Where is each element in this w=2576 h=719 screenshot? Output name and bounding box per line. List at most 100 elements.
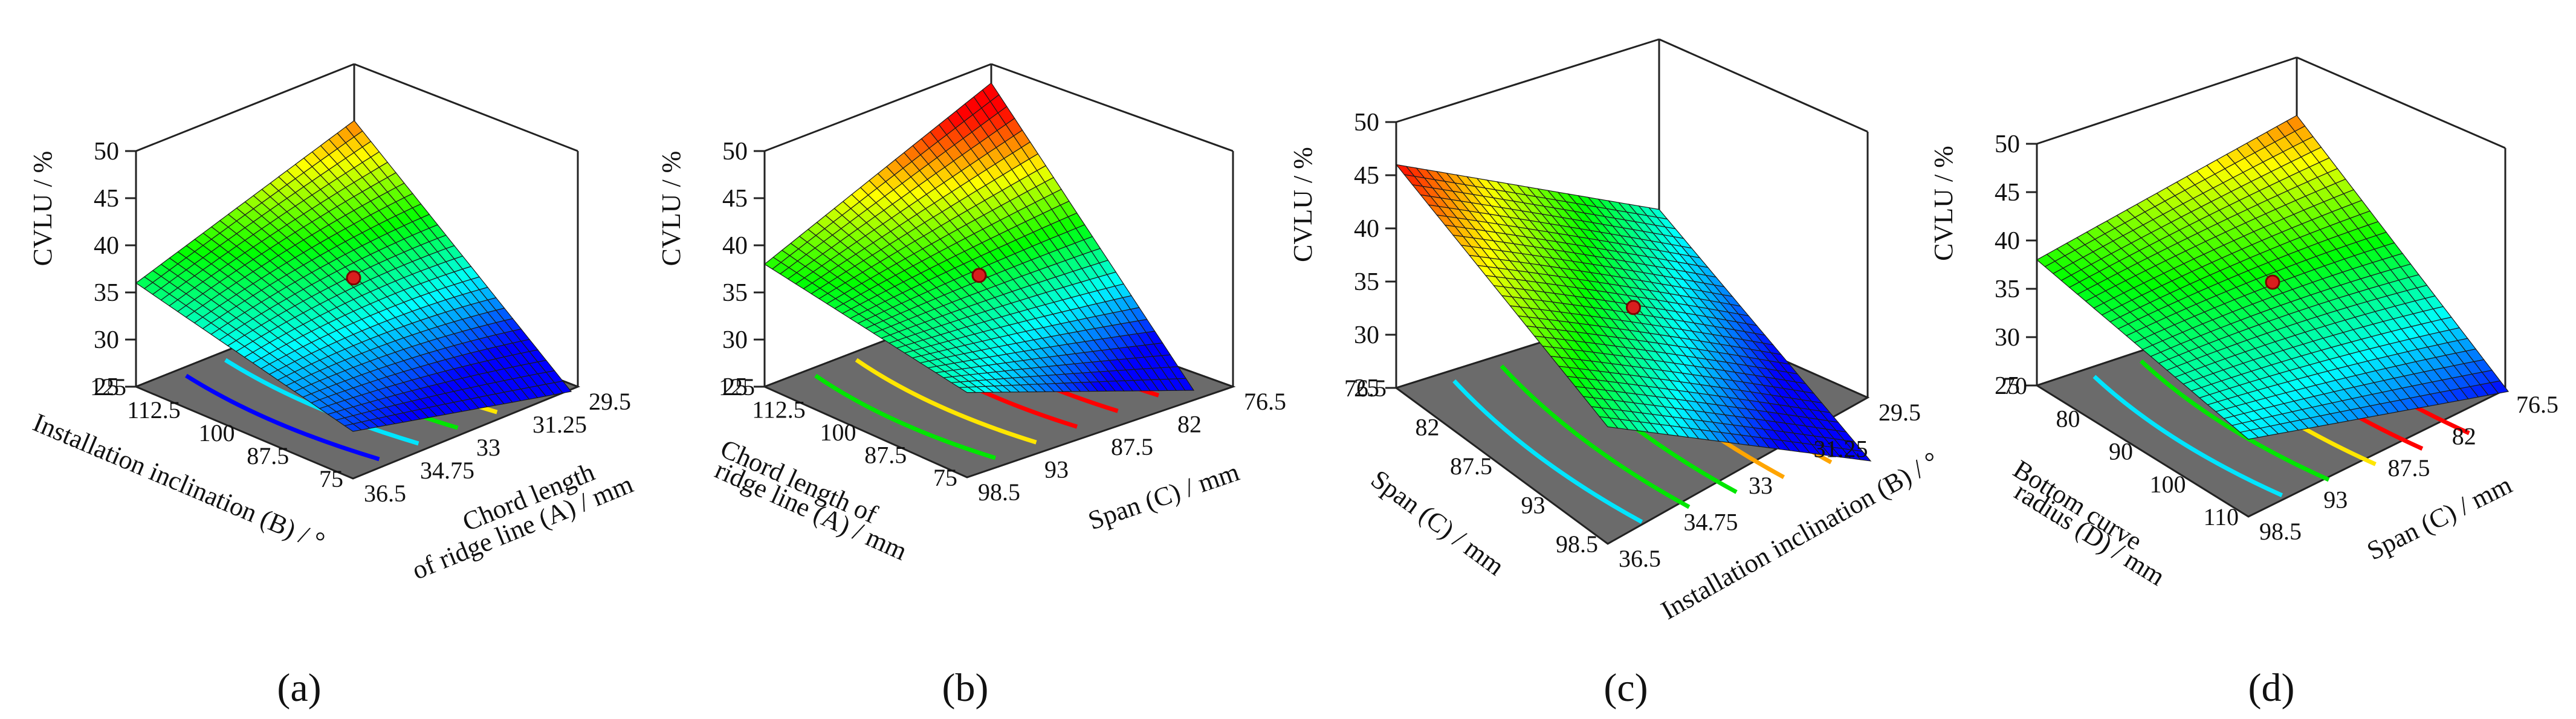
response-surface: [1395, 164, 1872, 462]
top-left-edge: [1396, 38, 1660, 123]
z-tick-label: 25: [1354, 375, 1379, 402]
y-tick-label: 36.5: [364, 480, 406, 507]
z-axis-ticks: 25 30 35 40 45 50: [722, 138, 765, 401]
top-right-edge: [2296, 56, 2506, 149]
z-tick-label: 45: [1354, 162, 1379, 190]
z-axis-ticks: 25 30 35 40 45 50: [94, 138, 136, 401]
x-tick-label: 87.5: [247, 442, 289, 469]
contour-line-cyan: [2092, 375, 2283, 498]
top-left-edge: [2036, 56, 2297, 145]
z-tick-label: 50: [722, 138, 748, 166]
x-tick-label: 70: [2003, 372, 2027, 399]
x-tick-label: 90: [2109, 438, 2133, 465]
y-tick-label: 76.5: [2516, 391, 2558, 418]
x-tick-label: 100: [820, 419, 856, 446]
contour-line-green: [814, 373, 997, 460]
x-tick-label: 112.5: [752, 396, 806, 424]
x-tick-label: 75: [319, 465, 343, 492]
x-tick-label: 110: [2203, 503, 2239, 530]
design-point-marker: [1626, 300, 1641, 315]
y-tick-label: 31.25: [1814, 436, 1868, 463]
z-tick-label: 50: [1995, 131, 2020, 158]
x-axis-ticks: 70 80 90 100 110: [2003, 372, 2239, 530]
z-tick-label: 45: [722, 185, 748, 213]
z-tick-label: 30: [1995, 324, 2020, 352]
x-tick-label: 87.5: [1450, 453, 1492, 480]
y-tick-label: 93: [1044, 456, 1069, 483]
y-tick-label: 33: [1749, 472, 1773, 499]
y-tick-label: 87.5: [2388, 454, 2430, 482]
x-tick-label: 125: [719, 373, 755, 401]
panel-caption: (b): [942, 666, 989, 710]
z-tick-label: 35: [94, 279, 119, 307]
y-tick-label: 34.75: [1684, 509, 1738, 536]
y-tick-label: 98.5: [978, 479, 1020, 506]
y-tick-label: 76.5: [1244, 388, 1286, 415]
y-axis-ticks: 98.5 93 87.5 82 76.5: [2259, 391, 2558, 545]
design-point-marker: [2265, 274, 2280, 290]
panel-caption: (a): [277, 666, 321, 710]
z-tick-label: 25: [1995, 372, 2020, 400]
z-axis-ticks: 25 30 35 40 45 50: [1995, 131, 2037, 400]
x-tick-label: 125: [90, 373, 126, 401]
z-tick-label: 40: [1354, 215, 1379, 243]
y-tick-label: 87.5: [1111, 433, 1153, 460]
z-tick-label: 50: [94, 138, 119, 166]
top-left-edge: [764, 63, 992, 152]
x-tick-label: 100: [199, 419, 235, 447]
x-tick-label: 76.5: [1344, 375, 1387, 402]
y-tick-label: 98.5: [2259, 518, 2302, 545]
z-axis-label: CVLU / %: [1929, 146, 1958, 261]
design-point-marker: [346, 270, 361, 286]
surface-cell: [2489, 380, 2510, 394]
z-tick-label: 30: [1354, 321, 1379, 349]
y-tick-label: 33: [476, 434, 500, 461]
x-tick-label: 75: [933, 464, 957, 491]
z-axis-label: CVLU / %: [656, 151, 686, 266]
z-axis-ticks: 25 30 35 40 45 50: [1354, 109, 1396, 402]
z-tick-label: 50: [1354, 109, 1379, 137]
surface-cell: [554, 381, 572, 394]
x-tick-label: 98.5: [1556, 530, 1598, 558]
contour-line-green: [2139, 359, 2330, 482]
contour-line-cyan: [224, 358, 419, 446]
x-tick-label: 87.5: [864, 442, 907, 469]
z-tick-label: 25: [722, 373, 748, 401]
x-tick-label: 100: [2150, 471, 2186, 498]
z-tick-label: 25: [94, 373, 119, 401]
response-surface: [2036, 115, 2510, 440]
y-tick-label: 82: [1177, 411, 1202, 438]
design-point-marker: [971, 268, 987, 283]
top-right-edge: [354, 63, 578, 152]
z-tick-label: 35: [1354, 268, 1379, 296]
surface-cell: [1851, 449, 1872, 462]
z-tick-label: 45: [94, 185, 119, 213]
contour-line-yellow: [855, 358, 1037, 445]
top-right-edge: [1659, 38, 1868, 133]
y-tick-label: 82: [2452, 423, 2476, 450]
response-surface: [763, 82, 1195, 393]
x-tick-label: 80: [2056, 405, 2080, 432]
z-tick-label: 40: [1995, 227, 2020, 255]
top-left-edge: [135, 63, 355, 152]
z-tick-label: 40: [722, 232, 748, 260]
x-tick-label: 112.5: [127, 396, 181, 424]
top-right-edge: [991, 63, 1234, 152]
x-tick-label: 82: [1416, 414, 1440, 441]
z-tick-label: 30: [94, 326, 119, 354]
y-tick-label: 31.25: [532, 411, 587, 438]
x-axis-ticks: 76.5 82 87.5 93 98.5: [1344, 375, 1598, 558]
y-axis-ticks: 98.5 93 87.5 82 76.5: [978, 388, 1286, 506]
z-tick-label: 35: [1995, 276, 2020, 303]
contour-line-green: [1500, 364, 1691, 509]
panel-caption: (c): [1604, 666, 1648, 710]
y-tick-label: 36.5: [1619, 545, 1661, 572]
z-axis-label: CVLU / %: [28, 151, 57, 266]
contour-line-cyan: [1452, 379, 1643, 524]
y-tick-label: 29.5: [589, 388, 631, 415]
response-surface: [135, 120, 572, 432]
